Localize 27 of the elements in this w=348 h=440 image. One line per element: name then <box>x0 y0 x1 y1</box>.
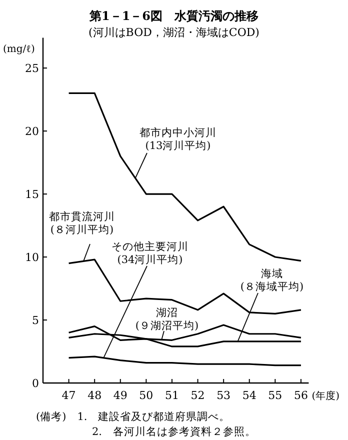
x-tick-label: 52 <box>190 389 205 402</box>
x-tick-label: 49 <box>113 389 128 402</box>
text: (備考) 1. 建設省及び都道府県調べ。 <box>36 410 230 423</box>
x-axis-title: (年度) <box>312 390 340 402</box>
chart-title: 第1－1－6図 水質汚濁の推移 <box>88 9 259 23</box>
y-tick-label: 10 <box>25 251 39 264</box>
y-tick-label: 0 <box>32 377 39 390</box>
x-tick-label: 50 <box>139 389 154 402</box>
series-label: 都市内中小河川 (13河川平均) <box>140 126 216 152</box>
text: 海域 (８海域平均) <box>240 267 304 293</box>
y-tick-label: 15 <box>25 188 39 202</box>
y-axis-title: (mg/ℓ) <box>3 44 35 55</box>
text: 2. 各河川名は参考資料２参照。 <box>92 425 256 438</box>
x-tick-label: 56 <box>294 389 308 402</box>
y-tick-label: 25 <box>25 62 39 76</box>
x-tick-label: 51 <box>164 389 179 402</box>
y-tick-label: 20 <box>25 125 39 138</box>
x-tick-label: 53 <box>216 389 231 402</box>
x-tick-label: 55 <box>268 389 282 402</box>
x-tick-label: 54 <box>242 389 256 402</box>
text: 都市貫流河川 (８河川平均) <box>49 210 115 236</box>
y-tick-label: 5 <box>32 314 39 328</box>
chart-subtitle: (河川はBOD，湖沼・海域はCOD) <box>88 26 260 39</box>
x-tick-label: 47 <box>62 389 76 402</box>
text: その他主要河川 (34河川平均) <box>112 240 188 266</box>
series-label: 湖沼 (９湖沼平均) <box>135 307 199 332</box>
x-tick-label: 48 <box>88 389 102 402</box>
